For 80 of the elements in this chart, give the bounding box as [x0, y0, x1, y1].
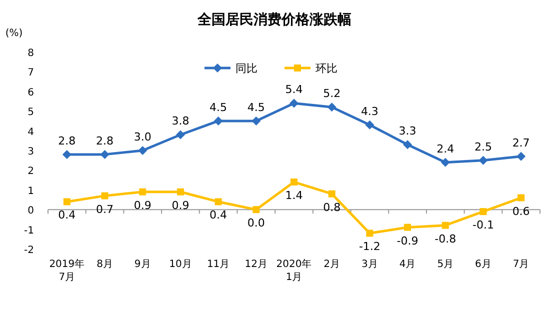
data-label: 0.9 [172, 198, 190, 212]
point [516, 152, 526, 161]
point [62, 150, 72, 159]
point [480, 208, 487, 216]
point [101, 192, 108, 200]
x-tick-label: 12月 [244, 259, 268, 270]
data-label: 2.8 [96, 134, 114, 148]
data-label: -0.1 [472, 218, 494, 232]
point [176, 188, 184, 196]
data-label: 2.7 [512, 136, 530, 150]
x-tick-label: 2019年 7月 [49, 258, 85, 283]
point [518, 194, 525, 202]
x-tick-label: 8月 [96, 259, 113, 270]
data-label: 4.5 [210, 100, 228, 114]
point [327, 102, 336, 112]
data-label: 0.0 [247, 216, 265, 230]
point [366, 230, 374, 237]
y-tick-label: -1 [24, 225, 34, 236]
data-label: -1.2 [358, 240, 380, 254]
x-tick-label: 2020年 1月 [276, 258, 312, 283]
point [440, 158, 450, 167]
x-tick-label: 10月 [169, 259, 192, 270]
data-label: 4.5 [247, 100, 265, 114]
y-tick-label: 4 [28, 126, 34, 138]
data-label: 2.4 [436, 142, 454, 156]
point [252, 116, 261, 126]
data-label: 0.6 [512, 204, 530, 218]
data-label: -0.9 [396, 234, 418, 248]
data-label: 5.2 [323, 87, 341, 100]
point [290, 178, 298, 186]
data-label: 2.8 [58, 134, 76, 148]
x-tick-label: 9月 [134, 259, 151, 270]
data-label: -0.8 [434, 232, 456, 246]
y-tick-label: 5 [28, 107, 34, 118]
point [328, 190, 336, 198]
data-label: 1.4 [285, 189, 303, 202]
data-label: 3.8 [172, 114, 190, 128]
y-tick-label: 3 [28, 146, 34, 158]
point [404, 224, 412, 231]
y-tick-label: 7 [28, 68, 34, 79]
legend-label: 同比 [236, 62, 258, 75]
chart-title: 全国居民消费价格涨跌幅 [196, 12, 352, 28]
y-tick-label: 1 [28, 186, 34, 197]
point [365, 120, 374, 130]
y-axis-title: (%) [5, 28, 23, 39]
point [442, 222, 449, 229]
data-label: 0.9 [134, 198, 152, 212]
x-tick-label: 7月 [512, 259, 530, 270]
point [403, 140, 412, 150]
point [214, 198, 222, 206]
point [478, 156, 488, 165]
x-tick-label: 2月 [324, 259, 340, 270]
point [139, 188, 146, 196]
y-tick-label: 8 [28, 48, 34, 59]
point [252, 206, 260, 214]
point [63, 198, 70, 206]
data-label: 0.8 [323, 200, 341, 214]
x-tick-label: 11月 [206, 259, 230, 270]
x-tick-label: 6月 [475, 259, 492, 270]
data-label: 3.3 [398, 124, 416, 138]
legend-label: 环比 [316, 62, 338, 75]
data-label: 0.4 [210, 208, 228, 222]
y-tick-label: 2 [28, 166, 34, 178]
data-label: 0.4 [58, 208, 76, 222]
y-tick-label: -2 [24, 245, 34, 256]
x-tick-label: 4月 [399, 259, 416, 270]
point [214, 116, 223, 126]
data-label: 2.5 [474, 140, 492, 154]
data-label: 0.7 [96, 202, 114, 216]
point [100, 150, 110, 159]
data-label: 4.3 [360, 104, 378, 118]
x-tick-label: 3月 [362, 259, 378, 270]
y-tick-label: 6 [28, 87, 34, 98]
data-label: 3.0 [134, 130, 152, 144]
point [138, 146, 148, 155]
x-tick-label: 5月 [437, 259, 454, 270]
data-label: 5.4 [285, 83, 303, 96]
y-tick-label: 0 [28, 206, 34, 217]
point [176, 130, 185, 140]
point [290, 98, 298, 108]
